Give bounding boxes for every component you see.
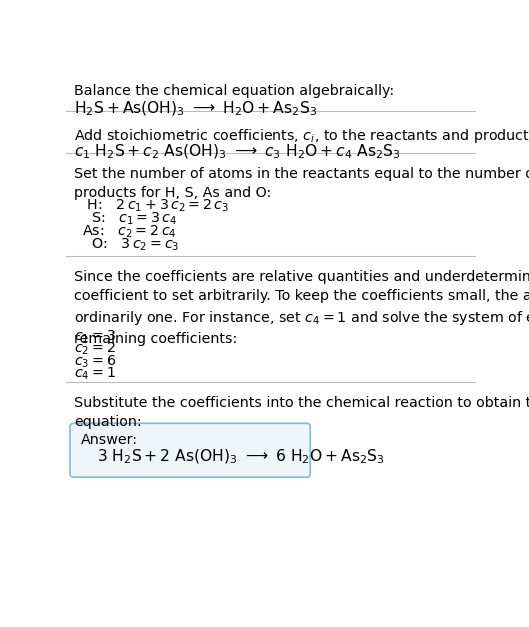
Text: Set the number of atoms in the reactants equal to the number of atoms in the
pro: Set the number of atoms in the reactants…: [74, 167, 529, 200]
Text: $c_2 = 2$: $c_2 = 2$: [74, 341, 115, 357]
Text: $\mathrm{H_2S + As(OH)_3 \ \longrightarrow \ H_2O + As_2S_3}$: $\mathrm{H_2S + As(OH)_3 \ \longrightarr…: [74, 99, 317, 117]
Text: S:   $c_1 = 3\,c_4$: S: $c_1 = 3\,c_4$: [81, 211, 177, 227]
Text: $c_1\ \mathrm{H_2S} + c_2\ \mathrm{As(OH)_3} \ \longrightarrow \ c_3\ \mathrm{H_: $c_1\ \mathrm{H_2S} + c_2\ \mathrm{As(OH…: [74, 142, 400, 161]
Text: $3\ \mathrm{H_2S} + 2\ \mathrm{As(OH)_3} \ \longrightarrow \ 6\ \mathrm{H_2O} + : $3\ \mathrm{H_2S} + 2\ \mathrm{As(OH)_3}…: [97, 447, 385, 466]
Text: Answer:: Answer:: [81, 433, 138, 446]
Text: Balance the chemical equation algebraically:: Balance the chemical equation algebraica…: [74, 84, 394, 98]
Text: $c_4 = 1$: $c_4 = 1$: [74, 366, 116, 382]
Text: O:   $3\,c_2 = c_3$: O: $3\,c_2 = c_3$: [81, 237, 179, 253]
Text: $c_3 = 6$: $c_3 = 6$: [74, 353, 116, 369]
FancyBboxPatch shape: [70, 423, 310, 477]
Text: Since the coefficients are relative quantities and underdetermined, choose a
coe: Since the coefficients are relative quan…: [74, 270, 529, 346]
Text: As:   $c_2 = 2\,c_4$: As: $c_2 = 2\,c_4$: [81, 224, 176, 240]
Text: $c_1 = 3$: $c_1 = 3$: [74, 329, 116, 345]
Text: Substitute the coefficients into the chemical reaction to obtain the balanced
eq: Substitute the coefficients into the che…: [74, 396, 529, 429]
Text: H:   $2\,c_1 + 3\,c_2 = 2\,c_3$: H: $2\,c_1 + 3\,c_2 = 2\,c_3$: [81, 198, 229, 214]
Text: Add stoichiometric coefficients, $c_i$, to the reactants and products:: Add stoichiometric coefficients, $c_i$, …: [74, 127, 529, 145]
